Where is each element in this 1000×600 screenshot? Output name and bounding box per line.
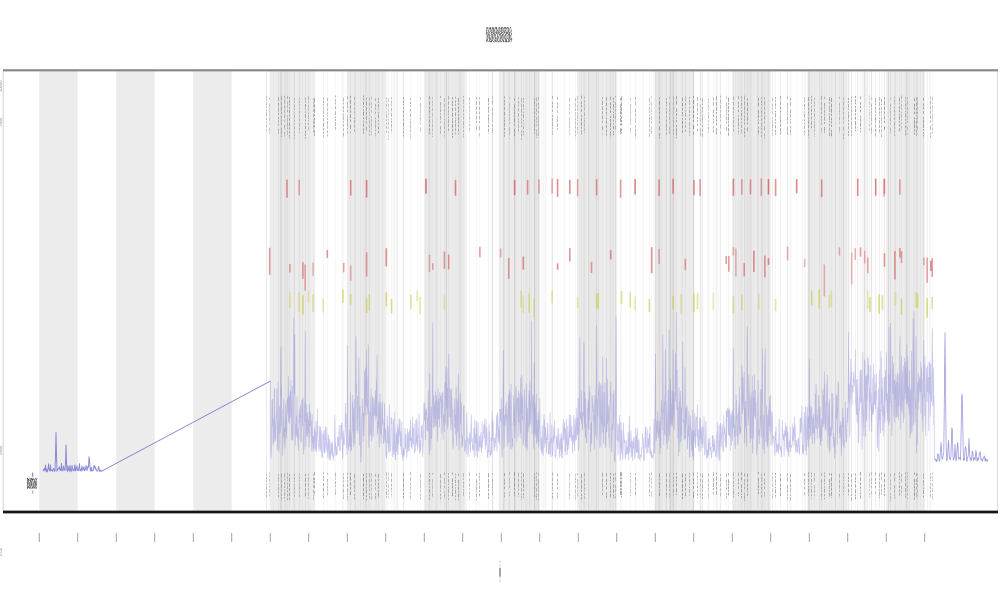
svg-text:7500: 7500 (0, 117, 3, 127)
svg-text:10000: 10000 (0, 80, 3, 92)
svg-text:2500: 2500 (0, 445, 3, 455)
svg-text:0.00: 0.00 (0, 547, 3, 556)
